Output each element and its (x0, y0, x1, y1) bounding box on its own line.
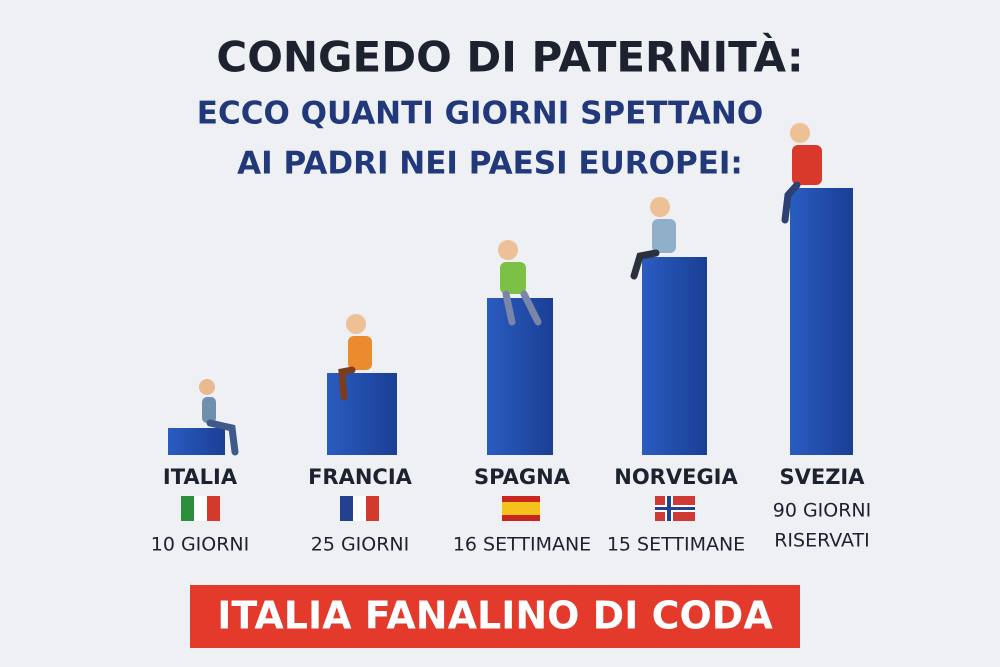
flag (502, 496, 540, 521)
country-name: NORVEGIA (614, 465, 738, 489)
country-days: RISERVATI (774, 530, 870, 552)
country-labels: ITALIA 10 GIORNI FRANCIA 25 GIORNI SPAGNA 16 … (151, 465, 872, 556)
banner-box (190, 585, 800, 648)
country-days: 25 GIORNI (311, 534, 410, 556)
figure (498, 240, 542, 326)
figure (781, 123, 822, 224)
flag (655, 496, 695, 521)
figure (630, 197, 676, 280)
title: CONGEDO DI PATERNITÀ: (216, 32, 803, 82)
bar (168, 428, 225, 455)
figures (199, 123, 822, 456)
bar (790, 188, 853, 455)
subtitle: ECCO QUANTI GIORNI SPETTANO (197, 96, 763, 132)
figure (338, 314, 372, 401)
country-name: ITALIA (163, 465, 238, 489)
flag (181, 496, 220, 521)
flags (181, 496, 695, 521)
country-days: 15 SETTIMANE (607, 534, 745, 556)
country-days: 90 GIORNI (773, 500, 872, 522)
country-name: FRANCIA (308, 465, 413, 489)
subtitle: AI PADRI NEI PAESI EUROPEI: (237, 146, 743, 182)
country-name: SVEZIA (779, 465, 865, 489)
country-name: SPAGNA (474, 465, 571, 489)
bar (327, 373, 397, 455)
bar (642, 257, 707, 455)
flag (340, 496, 379, 521)
figure (199, 379, 239, 456)
country-days: 16 SETTIMANE (453, 534, 591, 556)
country-days: 10 GIORNI (151, 534, 250, 556)
bar (487, 298, 553, 455)
bars (168, 188, 853, 455)
banner: ITALIA FANALINO DI CODA (217, 594, 773, 638)
